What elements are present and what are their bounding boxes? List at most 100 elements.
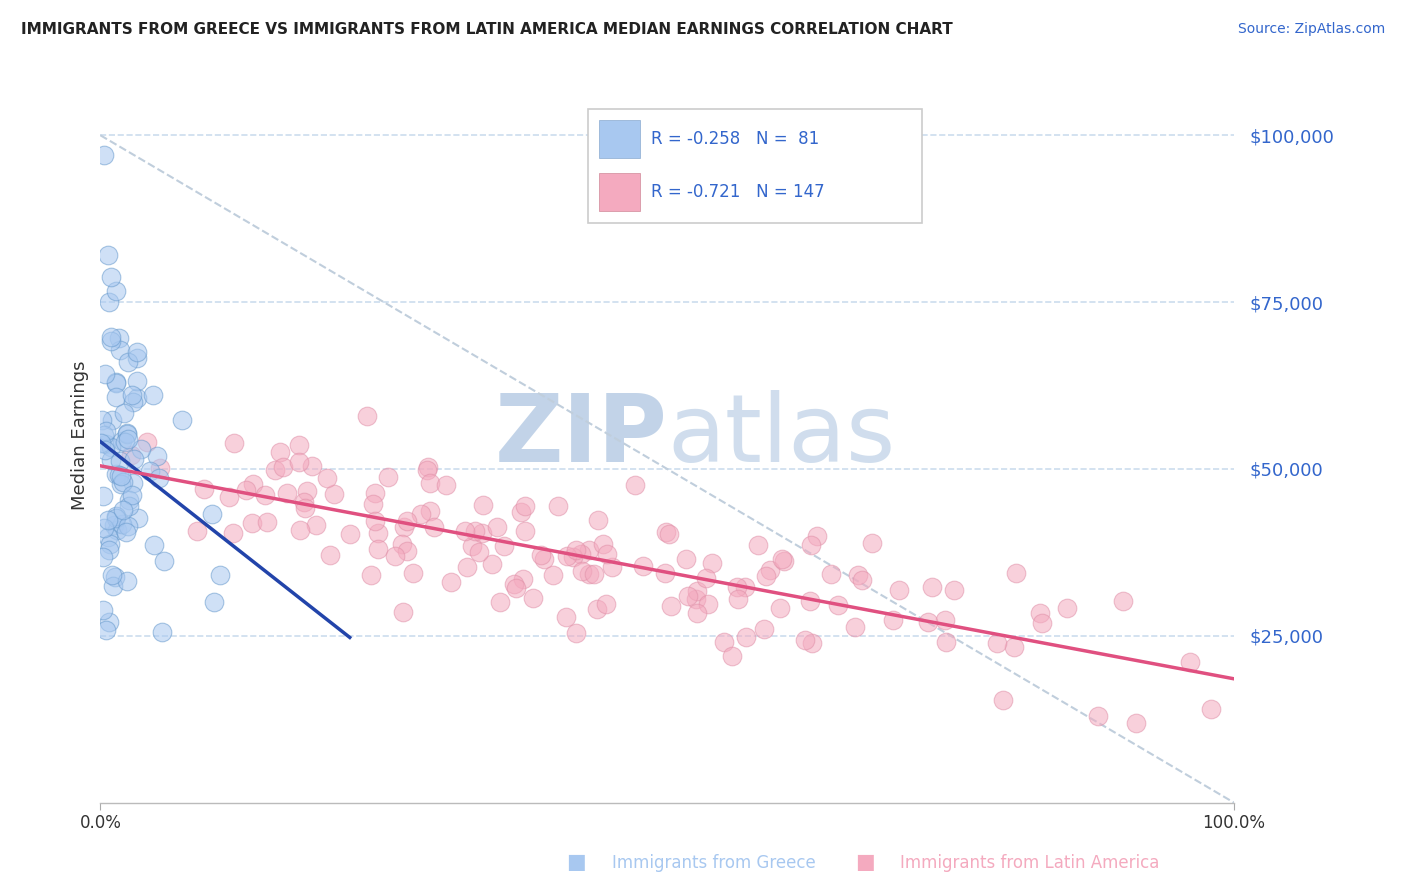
Immigrants from Latin America (1002, 640, 1025, 655)
Immigrants from Greece (111, 475, 134, 490)
Immigrants from Greece (152, 554, 174, 568)
Immigrants from Greece (104, 569, 127, 583)
Immigrants from Latin America (269, 445, 291, 459)
Immigrants from Latin America (800, 538, 823, 552)
Immigrants from Greece (121, 388, 143, 402)
Immigrants from Latin America (600, 559, 623, 574)
Immigrants from Latin America (396, 514, 419, 528)
Immigrants from Latin America (596, 547, 619, 561)
Immigrants from Latin America (456, 559, 478, 574)
Immigrants from Latin America (461, 539, 484, 553)
Immigrants from Greece (111, 434, 134, 448)
Immigrants from Greece (146, 449, 169, 463)
Immigrants from Latin America (391, 606, 413, 620)
Immigrants from Latin America (561, 549, 583, 564)
Immigrants from Latin America (934, 613, 956, 627)
Immigrants from Latin America (305, 518, 328, 533)
Immigrants from Latin America (754, 623, 776, 637)
Text: R = -0.721   N = 147: R = -0.721 N = 147 (651, 183, 825, 201)
Immigrants from Greece (108, 330, 131, 344)
Immigrants from Latin America (384, 549, 406, 564)
Immigrants from Greece (101, 567, 124, 582)
Immigrants from Greece (104, 390, 127, 404)
Immigrants from Greece (100, 453, 122, 467)
Immigrants from Greece (129, 442, 152, 456)
Immigrants from Latin America (256, 515, 278, 529)
Immigrants from Greece (108, 343, 131, 357)
Immigrants from Latin America (631, 559, 654, 574)
Immigrants from Greece (108, 454, 131, 468)
Immigrants from Greece (100, 269, 122, 284)
Immigrants from Greece (91, 549, 114, 564)
Immigrants from Latin America (494, 539, 516, 553)
Immigrants from Latin America (921, 580, 943, 594)
Immigrants from Latin America (1178, 655, 1201, 669)
Immigrants from Latin America (565, 543, 588, 558)
Immigrants from Latin America (734, 580, 756, 594)
Immigrants from Latin America (794, 633, 817, 648)
Immigrants from Latin America (725, 580, 748, 594)
Immigrants from Latin America (418, 459, 440, 474)
Immigrants from Latin America (713, 635, 735, 649)
Immigrants from Latin America (917, 615, 939, 629)
Immigrants from Latin America (339, 526, 361, 541)
Immigrants from Latin America (654, 566, 676, 580)
Text: Source: ZipAtlas.com: Source: ZipAtlas.com (1237, 22, 1385, 37)
Immigrants from Latin America (364, 486, 387, 500)
Immigrants from Latin America (759, 563, 782, 577)
Immigrants from Latin America (770, 552, 793, 566)
Immigrants from Greece (94, 437, 117, 451)
Immigrants from Greece (98, 615, 121, 630)
Immigrants from Latin America (402, 566, 425, 581)
Immigrants from Latin America (851, 573, 873, 587)
Immigrants from Latin America (882, 613, 904, 627)
Immigrants from Latin America (254, 487, 277, 501)
Immigrants from Latin America (186, 524, 208, 539)
Immigrants from Latin America (502, 577, 524, 591)
Immigrants from Greece (105, 467, 128, 481)
Immigrants from Latin America (288, 438, 311, 452)
Immigrants from Greece (125, 344, 148, 359)
Immigrants from Latin America (801, 636, 824, 650)
Immigrants from Greece (104, 510, 127, 524)
Immigrants from Latin America (624, 478, 647, 492)
Immigrants from Latin America (367, 526, 389, 541)
Immigrants from Greece (127, 351, 149, 365)
Immigrants from Greece (122, 451, 145, 466)
Immigrants from Latin America (844, 620, 866, 634)
Immigrants from Greece (93, 148, 115, 162)
Immigrants from Greece (91, 489, 114, 503)
Immigrants from Latin America (489, 595, 512, 609)
Immigrants from Greece (110, 468, 132, 483)
Immigrants from Greece (172, 412, 194, 426)
Immigrants from Greece (117, 519, 139, 533)
Immigrants from Latin America (702, 557, 724, 571)
Immigrants from Greece (101, 579, 124, 593)
Immigrants from Greece (121, 394, 143, 409)
Immigrants from Latin America (271, 460, 294, 475)
Immigrants from Latin America (533, 552, 555, 566)
Immigrants from Greece (97, 513, 120, 527)
Immigrants from Latin America (434, 478, 457, 492)
Immigrants from Greece (142, 388, 165, 402)
Immigrants from Latin America (513, 499, 536, 513)
Immigrants from Latin America (685, 592, 707, 607)
Immigrants from Greece (100, 334, 122, 348)
Immigrants from Greece (91, 603, 114, 617)
Immigrants from Greece (98, 537, 121, 551)
Immigrants from Latin America (415, 463, 437, 477)
Text: ■: ■ (855, 853, 875, 872)
Immigrants from Latin America (485, 520, 508, 534)
Immigrants from Greece (105, 509, 128, 524)
Immigrants from Latin America (505, 581, 527, 595)
Immigrants from Greece (112, 407, 135, 421)
Immigrants from Greece (139, 464, 162, 478)
Immigrants from Latin America (1028, 607, 1050, 621)
Immigrants from Latin America (471, 525, 494, 540)
Immigrants from Latin America (860, 535, 883, 549)
Immigrants from Greece (127, 511, 149, 525)
Immigrants from Latin America (541, 568, 564, 582)
Immigrants from Latin America (747, 538, 769, 552)
Immigrants from Latin America (592, 537, 614, 551)
Immigrants from Greece (104, 375, 127, 389)
